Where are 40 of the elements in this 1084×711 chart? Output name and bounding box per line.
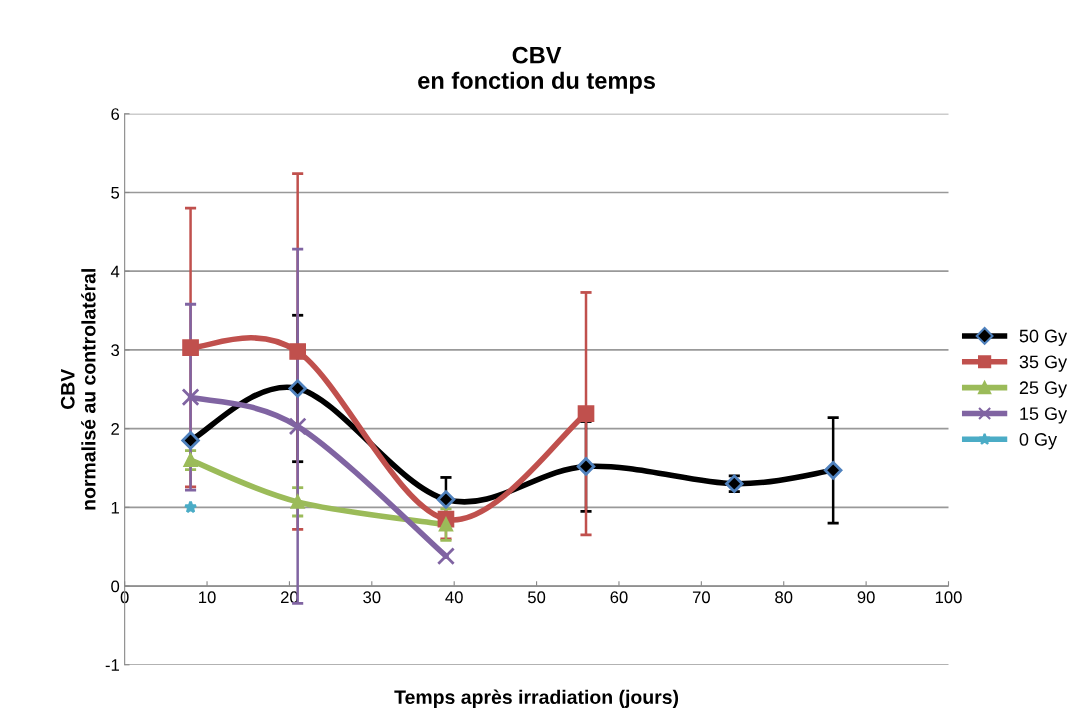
point (436, 490, 456, 509)
legend-label: 15 Gy (1020, 407, 1068, 424)
x-axis-title: Temps après irradiation (jours) (394, 689, 679, 708)
y-tick-label: 1 (111, 501, 119, 514)
legend-label: 50 Gy (1019, 329, 1068, 346)
y-tick-label: 6 (111, 108, 120, 120)
point (288, 379, 307, 398)
x-tick-label: 0 (120, 591, 129, 604)
point (288, 417, 307, 436)
point (183, 500, 198, 514)
point (823, 461, 843, 480)
y-tick-label: 5 (111, 187, 120, 199)
x-tick-label: 50 (527, 591, 546, 604)
point (182, 339, 199, 356)
point (577, 405, 595, 423)
legend-label: 35 Gy (1019, 355, 1068, 372)
y-tick-label: 3 (111, 344, 120, 357)
chart-title: CBV en fonction du temps (418, 46, 655, 94)
point (181, 431, 200, 450)
x-tick-label: 40 (445, 591, 463, 604)
x-tick-label: 100 (935, 591, 962, 604)
x-tick-label: 60 (610, 591, 628, 604)
x-tick-label: 80 (775, 591, 793, 604)
point (439, 517, 453, 532)
y-axis-title: CBV normalisé au controlatéral (60, 269, 96, 510)
point (289, 343, 307, 360)
y-tick-label: 4 (110, 265, 120, 278)
x-tick-label: 70 (692, 591, 710, 604)
x-tick-label: 10 (199, 591, 216, 604)
x-tick-label: 90 (857, 591, 875, 604)
point (290, 494, 305, 509)
y-tick-label: 0 (111, 580, 120, 593)
legend-label: 0 Gy (1019, 433, 1058, 450)
y-tick-label: 2 (111, 423, 119, 435)
point (436, 547, 455, 566)
legend-label: 25 Gy (1019, 381, 1068, 398)
point (576, 457, 596, 476)
point (181, 388, 200, 407)
y-tick-label: -1 (105, 659, 119, 671)
x-tick-label: 30 (363, 591, 381, 604)
